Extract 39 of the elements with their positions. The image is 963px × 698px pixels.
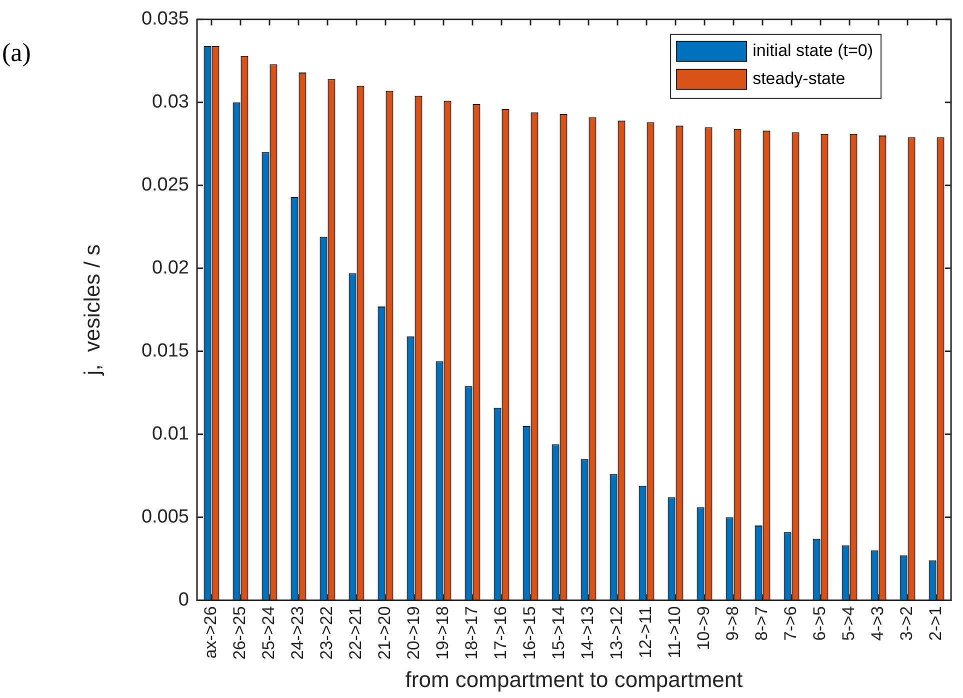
x-tick-label: 25->24 — [259, 606, 278, 660]
x-tick-label: 12->11 — [636, 606, 656, 658]
x-tick-label: 22->21 — [346, 606, 366, 660]
x-tick-label: 26->25 — [230, 606, 250, 660]
y-tick-label: 0.035 — [141, 8, 189, 30]
y-tick-label: 0.01 — [152, 423, 189, 444]
x-tick-label: 15->14 — [549, 606, 568, 660]
text: (a) — [2, 38, 31, 68]
y-tick-label: 0.025 — [141, 174, 189, 196]
y-tick-label: 0.015 — [141, 340, 189, 362]
x-tick-label: 5->4 — [839, 606, 858, 641]
x-tick-label: 3->2 — [897, 606, 916, 641]
x-tick-label: 2->1 — [926, 606, 946, 641]
x-tick-label: 19->18 — [433, 606, 452, 660]
x-tick-label: 23->22 — [317, 606, 336, 660]
y-tick-label: 0 — [178, 589, 189, 610]
x-tick-label: 20->19 — [404, 606, 424, 660]
x-tick-label: 4->3 — [868, 606, 888, 641]
x-tick-label: 16->15 — [520, 606, 540, 660]
x-tick-label: 11->10 — [665, 606, 684, 658]
x-tick-label: ax->26 — [201, 606, 220, 659]
x-tick-label: 8->7 — [752, 606, 772, 641]
x-tick-label: 14->13 — [578, 606, 598, 660]
legend-label: steady-state — [752, 69, 846, 88]
x-tick-label: 17->16 — [491, 606, 510, 660]
x-tick-label: 24->23 — [288, 606, 308, 660]
y-tick-label: 0.03 — [152, 92, 189, 113]
x-tick-label: 7->6 — [781, 606, 800, 641]
x-tick-label: 13->12 — [607, 606, 626, 660]
legend-label: initial state (t=0) — [752, 41, 874, 60]
x-tick-label: 10->9 — [694, 606, 714, 650]
x-tick-label: 21->20 — [375, 606, 394, 660]
y-tick-label: 0.02 — [152, 258, 189, 279]
y-axis-title: j, vesicles / s — [79, 244, 104, 376]
x-axis-title: from compartment to compartment — [405, 666, 743, 692]
x-tick-label: 9->8 — [723, 606, 742, 641]
x-tick-label: 18->17 — [462, 606, 482, 660]
y-tick-label: 0.005 — [141, 506, 189, 528]
x-tick-label: 6->5 — [810, 606, 830, 641]
